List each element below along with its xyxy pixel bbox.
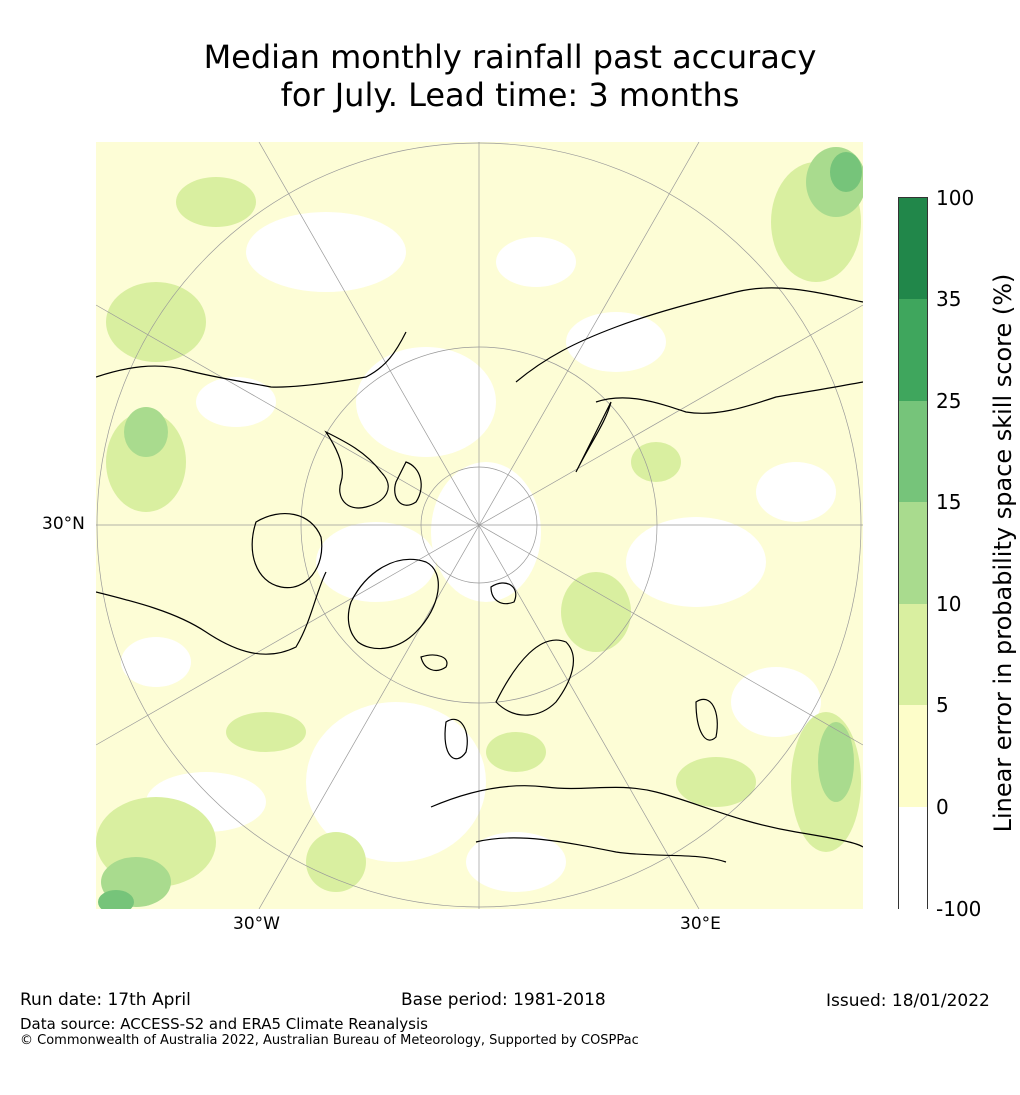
colorbar-segment-10-15 [899,502,927,604]
coastlines [96,287,863,863]
lon-label-30w: 30°W [233,914,280,934]
graticule [96,142,863,909]
colorbar-tick: 35 [936,287,962,311]
colorbar-segment-5-10 [899,604,927,705]
colorbar-segment-25-35 [899,299,927,401]
colorbar-tick: 15 [936,490,962,514]
polar-map [96,142,863,909]
copyright: © Commonwealth of Australia 2022, Austra… [20,1033,639,1048]
title-line-1: Median monthly rainfall past accuracy [203,38,817,76]
run-date: Run date: 17th April [20,990,191,1010]
colorbar-title: Linear error in probability space skill … [989,273,1017,833]
data-source: Data source: ACCESS-S2 and ERA5 Climate … [20,1015,428,1033]
colorbar-tick: 100 [936,186,975,210]
chart-title: Median monthly rainfall past accuracy fo… [0,38,1020,114]
colorbar-segment-0-5 [899,705,927,807]
colorbar-segment-35-100 [899,198,927,299]
issued-date: Issued: 18/01/2022 [826,991,990,1011]
title-line-2: for July. Lead time: 3 months [280,76,740,114]
colorbar-tick: 25 [936,389,962,413]
colorbar-tick: 10 [936,592,962,616]
high-skill-areas [98,152,862,909]
base-period: Base period: 1981-2018 [401,990,606,1010]
map-canvas [96,142,863,909]
colorbar-segment-neg100-0 [899,807,927,910]
lat-label-30n: 30°N [42,514,85,534]
colorbar-tick: -100 [936,897,982,921]
colorbar-segment-15-25 [899,401,927,502]
colorbar [898,197,928,910]
colorbar-tick: 5 [936,693,949,717]
lon-label-30e: 30°E [680,914,721,934]
colorbar-tick: 0 [936,795,949,819]
